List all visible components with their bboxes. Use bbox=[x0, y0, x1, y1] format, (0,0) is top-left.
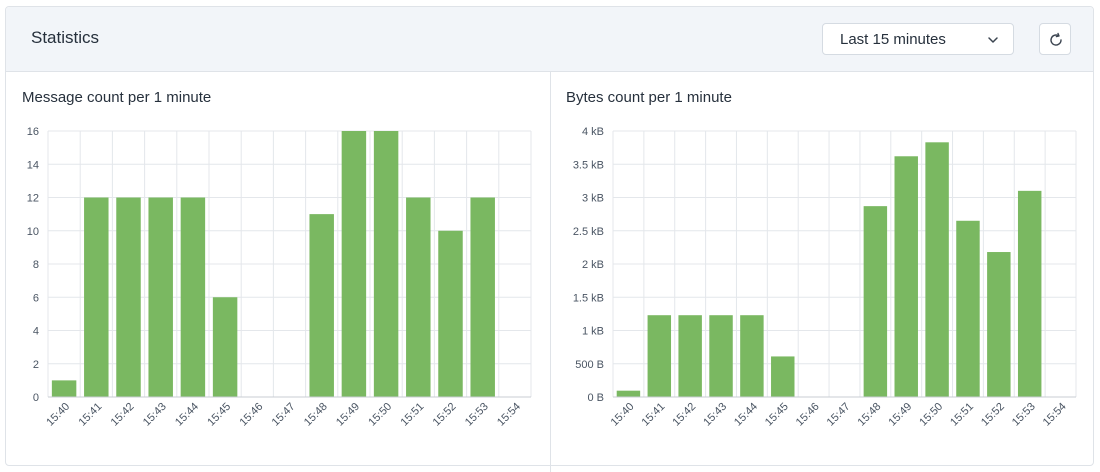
bytes-bar bbox=[771, 356, 795, 397]
message-y-tick-label: 2 bbox=[33, 359, 39, 371]
bytes-y-tick-label: 1.5 kB bbox=[573, 292, 604, 304]
bytes-bar bbox=[1017, 190, 1042, 397]
panel-header: Statistics Last 15 minutes bbox=[6, 7, 1093, 72]
message-y-tick-label: 4 bbox=[33, 326, 39, 338]
chevron-down-icon bbox=[988, 37, 998, 43]
bytes-x-tick-label: 15:54 bbox=[1041, 401, 1069, 429]
message-bar bbox=[84, 197, 109, 397]
bytes-bar bbox=[678, 315, 702, 397]
message-bar bbox=[309, 214, 334, 397]
message-bar bbox=[180, 197, 206, 397]
message-bar bbox=[438, 230, 463, 397]
bytes-x-tick-label: 15:47 bbox=[825, 401, 853, 429]
message-bar bbox=[373, 131, 399, 397]
bytes-bar bbox=[987, 252, 1011, 397]
bytes-x-tick-label: 15:52 bbox=[979, 401, 1007, 429]
bytes-y-tick-label: 3.5 kB bbox=[573, 159, 604, 171]
bytes-bar bbox=[925, 142, 949, 397]
bytes-y-tick-label: 0 B bbox=[587, 392, 604, 404]
bytes-bar bbox=[894, 156, 918, 397]
chart-divider bbox=[550, 72, 551, 472]
time-range-select[interactable]: Last 15 minutes bbox=[822, 23, 1014, 55]
message-y-tick-label: 14 bbox=[27, 159, 39, 171]
message-y-tick-label: 16 bbox=[27, 126, 39, 138]
bytes-y-tick-label: 2.5 kB bbox=[573, 226, 604, 238]
bytes-y-tick-label: 1 kB bbox=[582, 326, 604, 338]
bytes-x-tick-label: 15:46 bbox=[794, 401, 822, 429]
refresh-icon bbox=[1050, 32, 1062, 46]
message-y-tick-label: 12 bbox=[27, 193, 39, 205]
message-bar bbox=[51, 380, 77, 397]
bytes-x-tick-label: 15:43 bbox=[701, 401, 729, 429]
bytes-bar bbox=[647, 315, 672, 397]
bytes-count-chart: 0 B 500 B 1 kB 1.5 kB 2 kB 2.5 kB 3 kB 3.5 kB 4 … bbox=[573, 126, 1077, 429]
message-bar bbox=[212, 297, 238, 397]
message-y-tick-label: 8 bbox=[33, 259, 39, 271]
time-range-value: Last 15 minutes bbox=[840, 31, 946, 48]
bytes-x-tick-label: 15:51 bbox=[948, 401, 976, 429]
bytes-bar bbox=[863, 206, 888, 397]
bytes-bar bbox=[740, 315, 764, 397]
bytes-bar bbox=[709, 315, 733, 397]
bytes-y-tick-label: 500 B bbox=[575, 359, 604, 371]
bytes-x-tick-label: 15:45 bbox=[763, 401, 791, 429]
message-y-tick-label: 10 bbox=[27, 226, 39, 238]
panel-title: Statistics bbox=[31, 28, 100, 47]
message-bar bbox=[470, 197, 495, 397]
bytes-y-tick-label: 4 kB bbox=[582, 126, 604, 138]
message-count-chart-title: Message count per 1 minute bbox=[22, 89, 212, 106]
message-y-tick-label: 0 bbox=[33, 392, 39, 404]
bytes-x-tick-label: 15:50 bbox=[917, 401, 945, 429]
bytes-x-tick-label: 15:42 bbox=[670, 401, 698, 429]
bytes-x-tick-label: 15:49 bbox=[886, 401, 914, 429]
bytes-x-tick-label: 15:48 bbox=[856, 401, 884, 429]
bytes-y-tick-label: 2 kB bbox=[582, 259, 604, 271]
bytes-count-chart-title: Bytes count per 1 minute bbox=[566, 89, 732, 106]
bytes-x-tick-label: 15:40 bbox=[609, 401, 637, 429]
bytes-x-tick-label: 15:41 bbox=[639, 401, 667, 429]
message-bar bbox=[341, 131, 367, 397]
bytes-bar bbox=[956, 220, 980, 397]
message-bar bbox=[406, 197, 431, 397]
bytes-bar bbox=[616, 390, 641, 397]
message-bar bbox=[148, 197, 173, 397]
bytes-y-tick-label: 3 kB bbox=[582, 193, 604, 205]
bytes-x-tick-label: 15:44 bbox=[732, 401, 760, 429]
refresh-button[interactable] bbox=[1039, 23, 1071, 55]
message-y-tick-label: 6 bbox=[33, 292, 39, 304]
message-bar bbox=[116, 197, 141, 397]
bytes-x-tick-label: 15:53 bbox=[1010, 401, 1038, 429]
